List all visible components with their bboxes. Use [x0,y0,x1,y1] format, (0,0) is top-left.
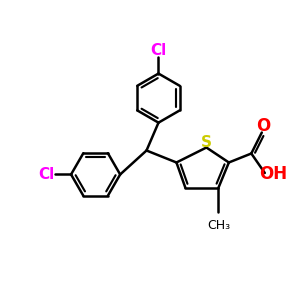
Text: Cl: Cl [150,43,167,58]
Text: O: O [256,117,271,135]
Text: OH: OH [259,165,287,184]
Text: Cl: Cl [38,167,54,182]
Text: S: S [201,135,212,150]
Text: CH₃: CH₃ [207,220,230,232]
